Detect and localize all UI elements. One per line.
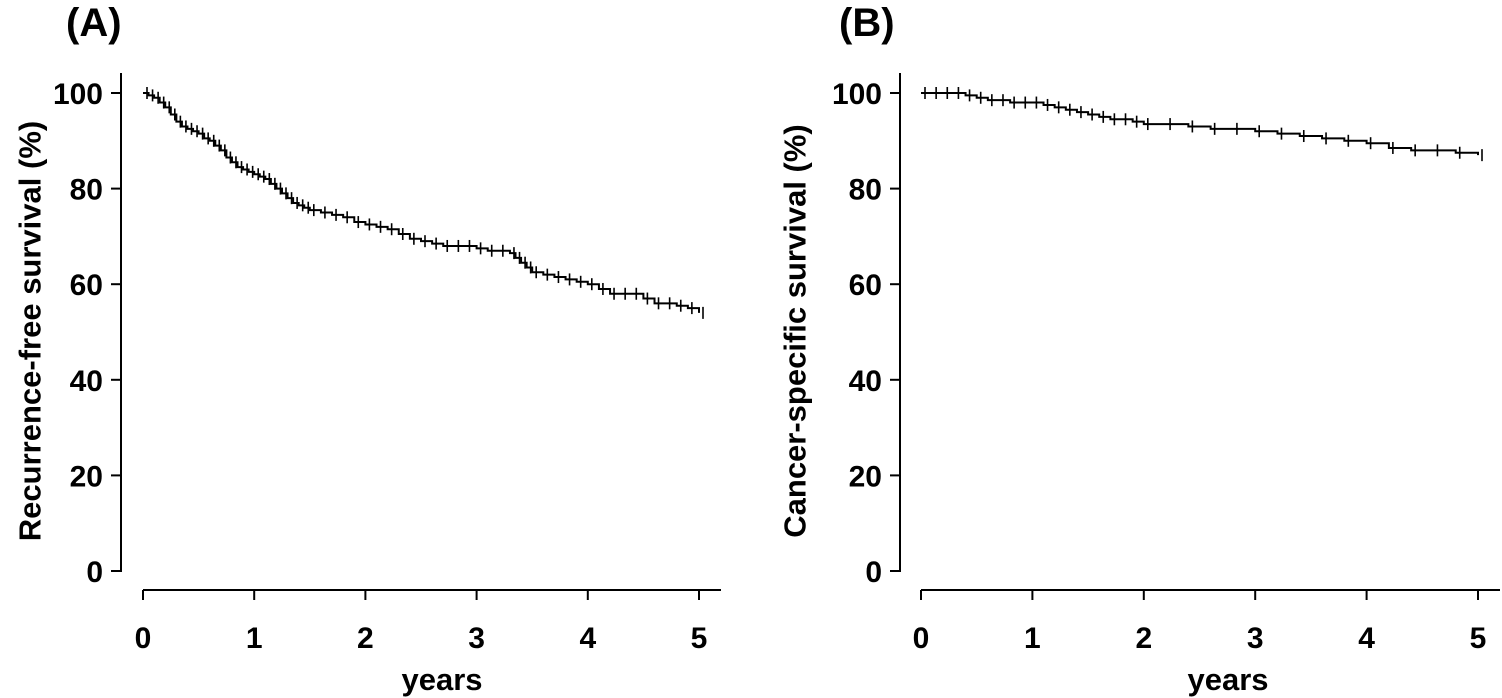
x-tick-label: 2	[357, 622, 374, 655]
x-tick-label: 0	[913, 622, 930, 655]
y-tick-label: 0	[865, 556, 882, 589]
y-tick-label: 80	[849, 174, 882, 207]
x-axis-title: years	[1187, 662, 1268, 697]
survival-curve	[143, 92, 700, 313]
y-tick-label: 60	[849, 269, 882, 302]
panel-a-chart: 0 20 40 60 80 100 0 1 2 3 4 5 Recurrence-free surviv…	[13, 73, 721, 697]
x-tick-label: 4	[579, 622, 596, 655]
panel-b: (B) 0 20 40 60 80 100 0 1 2 3 4 5 Cancer-specific su…	[751, 0, 1502, 698]
y-tick-label: 100	[832, 78, 882, 111]
x-tick-label: 1	[1024, 622, 1041, 655]
panel-b-chart: 0 20 40 60 80 100 0 1 2 3 4 5 Cancer-specific surviv…	[778, 73, 1500, 697]
survival-curve	[921, 92, 1479, 156]
panel-b-label: (B)	[839, 1, 895, 45]
x-tick-label: 1	[246, 622, 263, 655]
x-tick-label: 3	[468, 622, 485, 655]
x-tick-label: 4	[1358, 622, 1375, 655]
y-tick-label: 40	[70, 365, 103, 398]
y-axis-title: Cancer-specific survival (%)	[778, 124, 813, 538]
y-tick-label: 40	[849, 365, 882, 398]
x-tick-label: 3	[1247, 622, 1264, 655]
y-tick-label: 100	[53, 78, 103, 111]
y-tick-label: 0	[86, 556, 103, 589]
y-tick-label: 80	[70, 174, 103, 207]
y-tick-label: 20	[70, 460, 103, 493]
y-axis-title: Recurrence-free survival (%)	[13, 121, 48, 541]
panel-a-label: (A)	[66, 1, 122, 45]
y-tick-label: 60	[70, 269, 103, 302]
panel-a: (A) 0 20 40 60 80 100 0 1 2 3 4 5 Recurrence-free su…	[13, 1, 721, 697]
x-tick-label: 5	[1470, 622, 1487, 655]
x-tick-label: 2	[1135, 622, 1152, 655]
y-tick-label: 20	[849, 460, 882, 493]
x-axis-title: years	[401, 662, 482, 697]
x-tick-label: 5	[691, 622, 708, 655]
x-tick-label: 0	[135, 622, 152, 655]
